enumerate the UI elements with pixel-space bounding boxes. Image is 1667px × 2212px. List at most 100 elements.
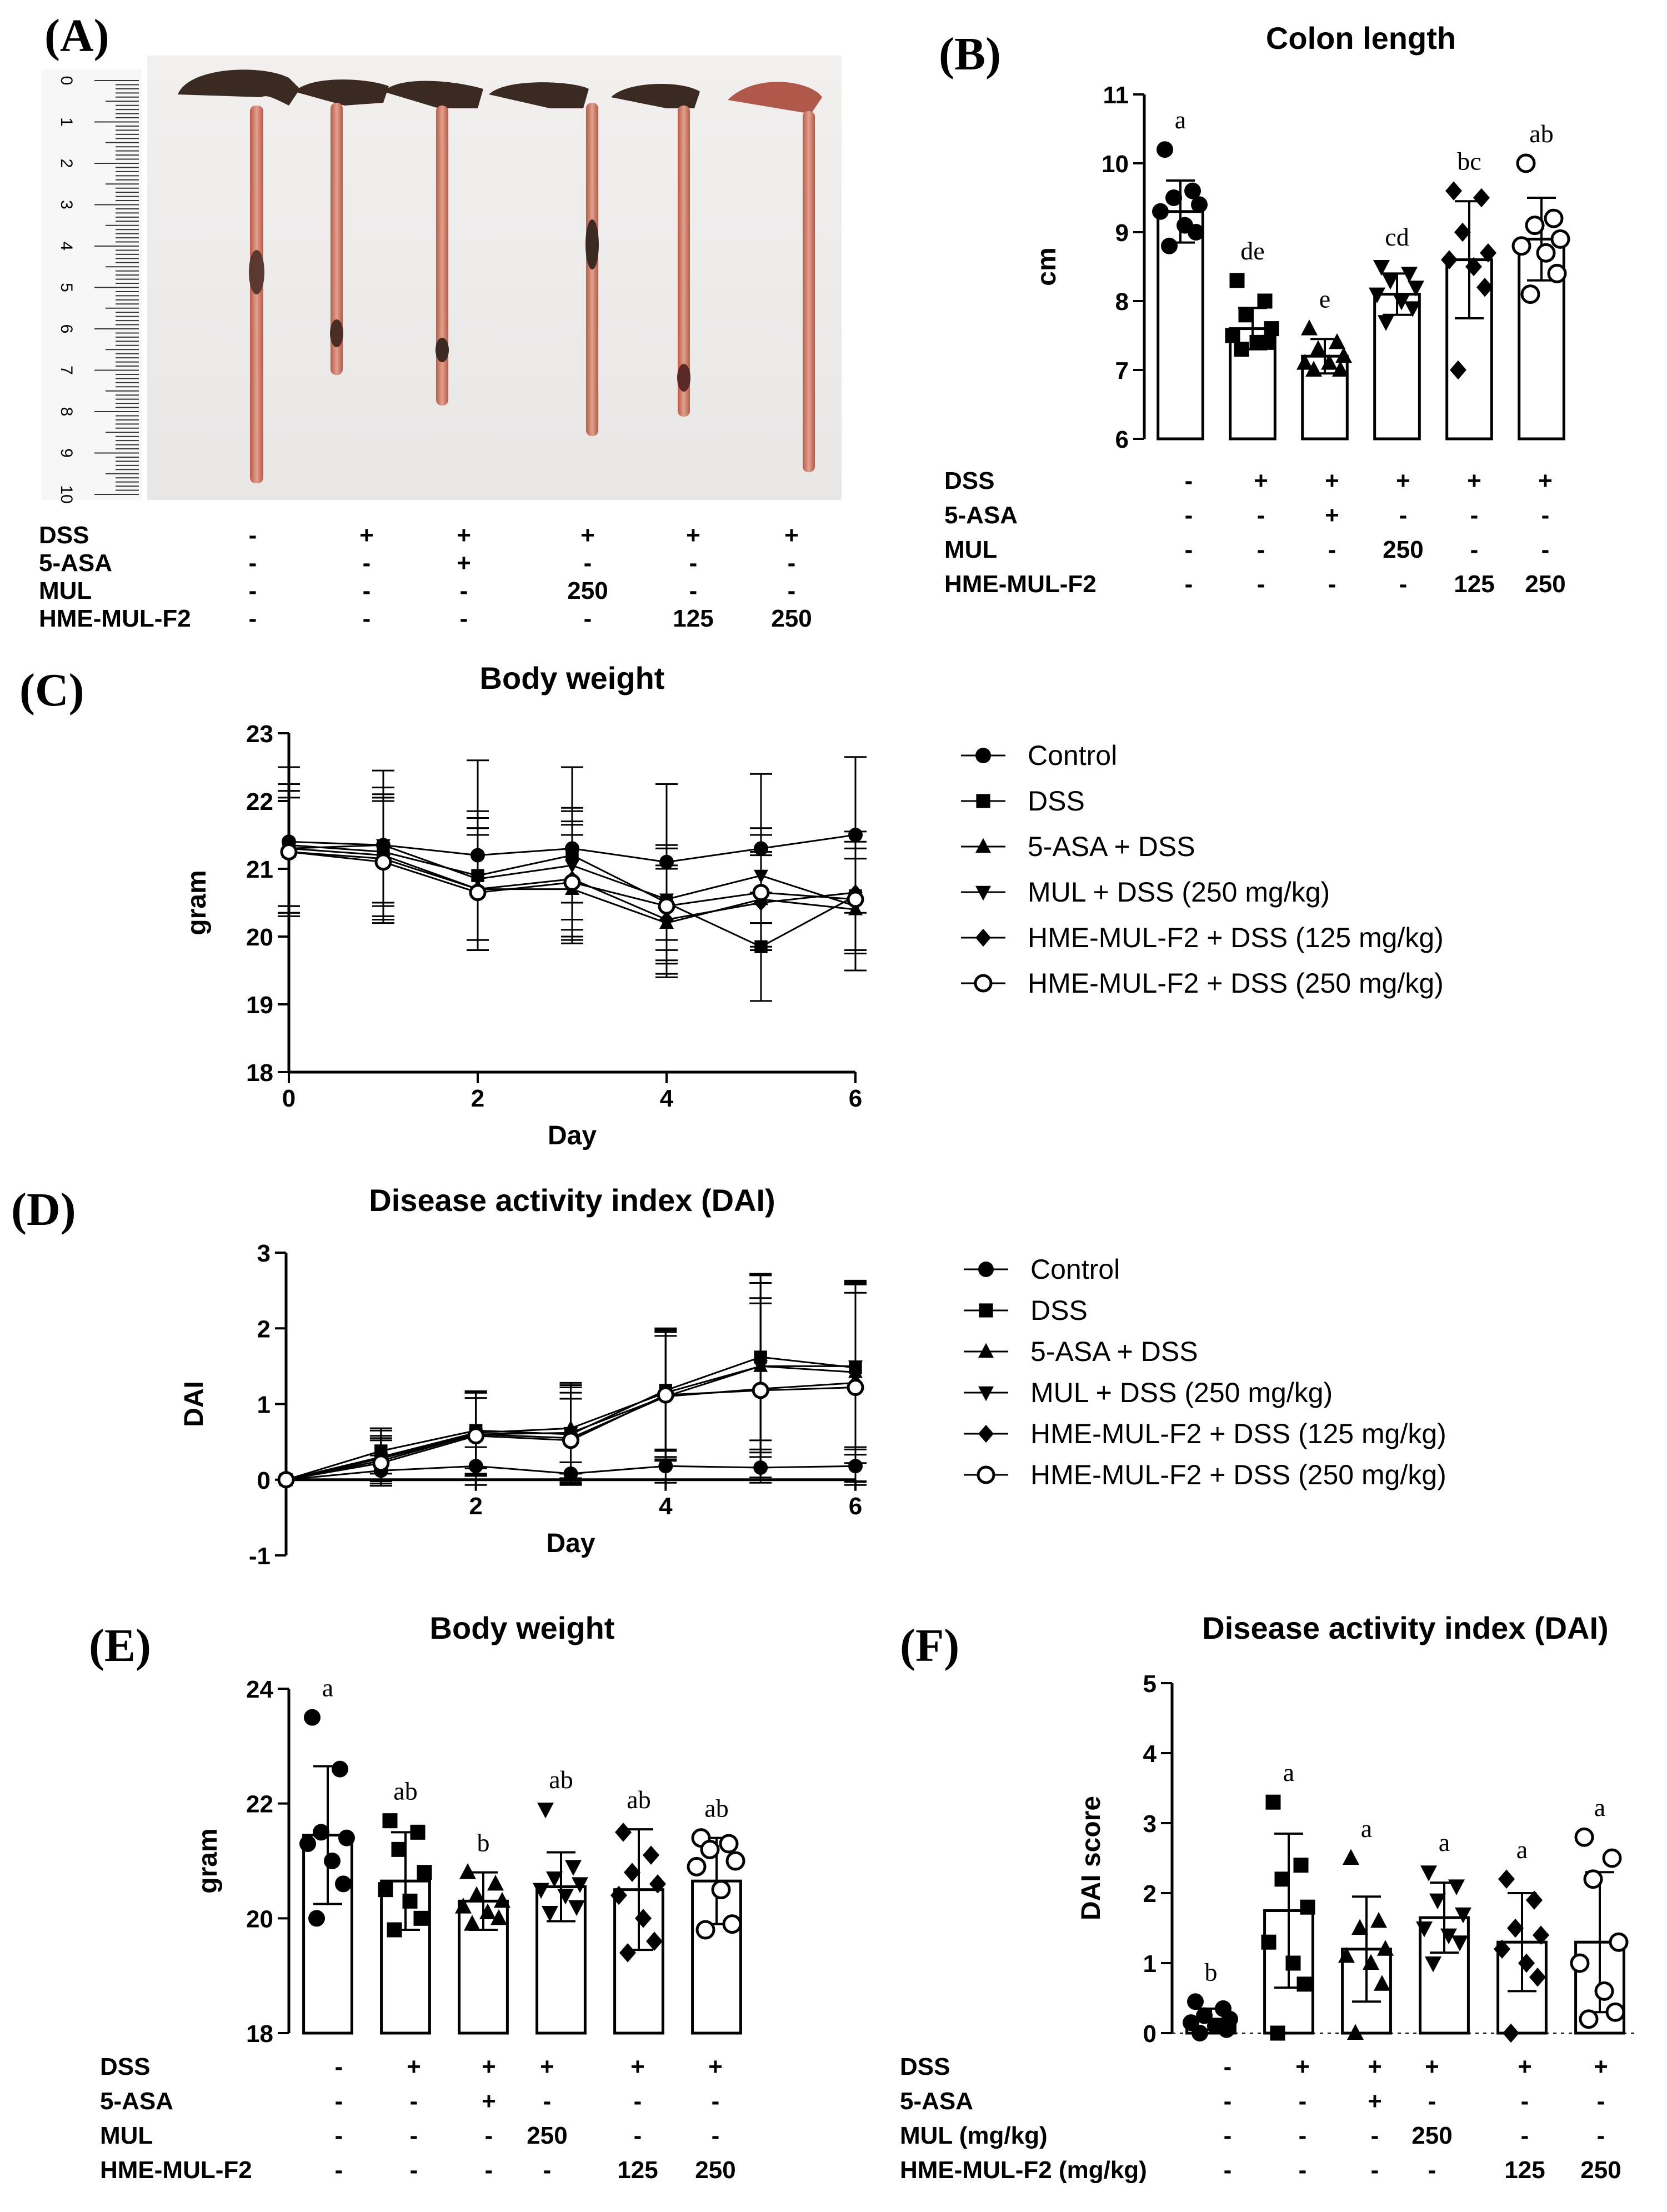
legend-marker [978,1262,994,1277]
significance-letter: a [1361,1814,1372,1843]
treatment-cell: - [1224,2053,1232,2080]
data-point [568,1900,585,1916]
legend-marker [978,1386,994,1402]
data-point [1441,250,1458,269]
data-point [1218,2021,1235,2038]
y-tick-label: 23 [246,720,273,748]
ruler-number: 3 [57,200,76,209]
treatment-cell: + [1594,2053,1608,2080]
treatment-cell: + [686,522,700,549]
x-tick-label: 2 [471,1085,484,1112]
legend-D: Control DSS 5-ASA + DSS MUL + DSS (250 mg/k… [964,1254,1446,1490]
treatment-cell: 125 [1504,2156,1545,2184]
data-point [1445,181,1462,201]
treatment-cell: - [335,2088,343,2115]
data-point [752,1382,769,1399]
ruler-number: 6 [57,324,76,334]
y-tick-label: 4 [1143,1740,1157,1768]
data-point [847,890,864,908]
treatment-cell: - [1428,2156,1436,2184]
treatment-cell: - [712,2122,720,2149]
treatment-label: DSS [100,2053,150,2080]
treatment-cell: - [1224,2122,1232,2149]
legend-label: HME-MUL-F2 + DSS (250 mg/kg) [1030,1459,1446,1490]
treatment-cell: - [543,2156,552,2184]
treatment-cell: - [1399,502,1408,529]
data-point [1196,2007,1213,2024]
data-point [1264,321,1279,337]
data-point [1550,229,1570,249]
treatment-cell: + [359,522,374,549]
data-point [479,1903,496,1919]
chart-title: Disease activity index (DAI) [369,1183,775,1218]
data-point [1465,257,1482,277]
chart-colon-length: Colon length 6 7 8 9 10 11 cm a de e cd bc ab [1032,21,1570,453]
treatment-cell: - [1521,2088,1529,2115]
treatment-cell: + [482,2053,496,2080]
treatment-label: 5-ASA [900,2088,973,2115]
data-point [494,1891,510,1908]
data-point [700,1839,720,1859]
data-point [1451,1935,1468,1951]
legend-label: Control [1030,1254,1120,1285]
treatment-label: HME-MUL-F2 [100,2156,252,2184]
treatment-label: 5-ASA [944,502,1018,529]
data-point [1533,1925,1549,1945]
data-point [413,1910,429,1926]
data-point [467,1427,485,1445]
data-point [610,1885,627,1905]
data-point [1370,1911,1387,1928]
y-tick-label: 6 [1115,426,1129,453]
chart-title: Body weight [480,660,665,695]
data-point [1454,222,1471,242]
ruler-number: 4 [57,242,76,251]
data-point [687,1856,707,1876]
ruler-number: 2 [57,159,76,168]
data-point [1473,188,1490,208]
significance-letter: a [1594,1793,1605,1821]
data-point [657,1386,674,1404]
data-point [542,1906,558,1922]
treatment-cell: - [1224,2156,1232,2184]
treatment-cell: - [363,549,371,577]
data-point [1420,1865,1437,1881]
treatment-table-A: DSS - + + + + +5-ASA - - + - - -MUL - - -250- -HME-MUL-F… [39,522,812,632]
data-point [1351,1919,1368,1935]
treatment-label: HME-MUL-F2 (mg/kg) [900,2156,1147,2184]
data-point [1187,1993,1204,2010]
data-point [1583,1869,1603,1889]
treatment-cell: - [363,605,371,632]
y-axis-label: gram [193,1828,223,1893]
treatment-cell: 250 [1411,2122,1452,2149]
treatment-cell: - [249,522,257,549]
chart-dai-time: Disease activity index (DAI) -1 0 1 2 3 2 4 6 Day… [179,1183,867,1570]
treatment-label: MUL [944,536,997,563]
data-point [1377,1940,1394,1956]
y-axis-label: DAI [179,1381,209,1427]
x-tick-label: 6 [849,1085,862,1112]
treatment-cell: 250 [567,577,608,604]
treatment-cell: - [689,549,698,577]
data-point [1270,2025,1285,2041]
panel-letter-B: (B) [939,28,1001,80]
data-point [1518,1953,1535,1973]
panel-D: (D) Disease activity index (DAI) -1 0 1 2 3 2 4… [11,1183,1446,1570]
data-point [308,1910,325,1927]
treatment-cell: + [1325,467,1339,494]
data-point [1347,2024,1364,2040]
treatment-cell: - [363,577,371,604]
ruler-number: 1 [57,117,76,127]
panel-letter-F: (F) [900,1620,959,1671]
treatment-cell: + [708,2053,723,2080]
treatment-cell: 250 [1383,536,1423,563]
legend-label: DSS [1030,1295,1088,1326]
data-point [455,1898,472,1914]
data-point [565,1860,582,1876]
data-point [643,1845,659,1865]
data-point [1526,1890,1543,1910]
data-point [387,1922,402,1938]
data-point [1225,328,1240,343]
data-point [1188,224,1204,241]
treatment-cell: - [1399,570,1408,598]
significance-letter: a [1175,106,1186,134]
